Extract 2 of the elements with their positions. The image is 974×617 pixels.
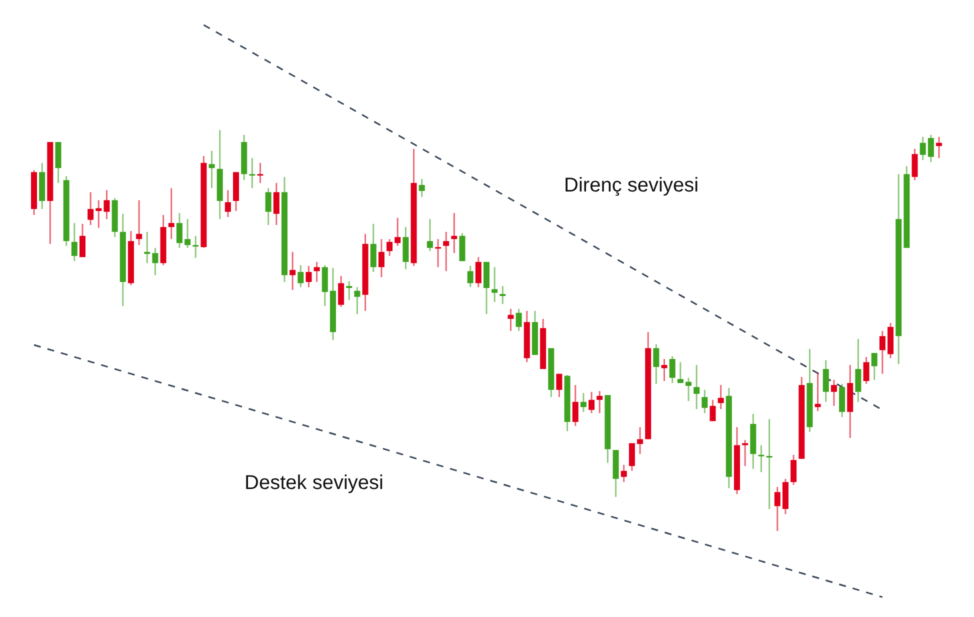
series-label: Destek seviyesi	[244, 472, 384, 494]
series-label: Direnç seviyesi	[564, 174, 699, 196]
